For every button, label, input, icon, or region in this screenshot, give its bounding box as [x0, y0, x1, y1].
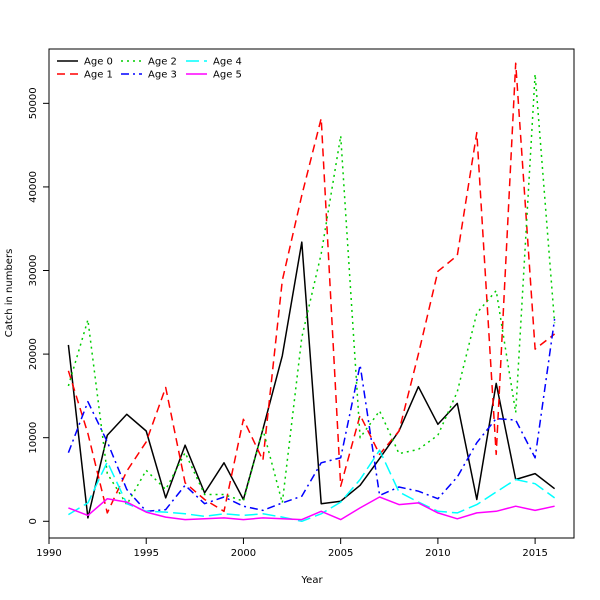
y-tick-label: 40000	[28, 171, 39, 203]
x-tick-label: 1990	[36, 548, 61, 559]
y-tick-label: 0	[28, 518, 39, 524]
legend-label: Age 4	[213, 57, 242, 68]
x-tick-label: 1995	[133, 548, 158, 559]
series-line-age-1	[67, 62, 556, 514]
series-line-age-2	[67, 73, 556, 506]
x-axis: 1990 1995 2000 2005 2010 2015	[36, 538, 548, 559]
plot-frame	[48, 48, 575, 539]
legend-label: Age 1	[84, 70, 113, 81]
series-line-age-0	[67, 241, 556, 519]
legend-label: Age 5	[213, 70, 242, 81]
x-tick-label: 2005	[328, 548, 353, 559]
legend-label: Age 2	[148, 57, 177, 68]
y-tick-label: 50000	[28, 87, 39, 119]
legend-label: Age 3	[148, 70, 177, 81]
y-axis-label: Catch in numbers	[4, 249, 15, 338]
x-tick-label: 2015	[522, 548, 547, 559]
y-tick-label: 30000	[28, 255, 39, 287]
legend-label: Age 0	[84, 57, 113, 68]
series-layer	[67, 62, 556, 523]
series-line-age-3	[67, 318, 556, 513]
x-tick-label: 2010	[425, 548, 450, 559]
legend: Age 0 Age 1 Age 2 Age 3 Age 4 Age 5	[57, 57, 242, 81]
y-tick-label: 20000	[28, 338, 39, 370]
series-line-age-4	[68, 449, 556, 523]
y-tick-label: 10000	[28, 422, 39, 454]
series-line-age-5	[68, 496, 555, 521]
x-axis-label: Year	[300, 575, 323, 586]
y-axis: 0 10000 20000 30000 40000 50000	[28, 87, 49, 524]
x-tick-label: 2000	[231, 548, 256, 559]
